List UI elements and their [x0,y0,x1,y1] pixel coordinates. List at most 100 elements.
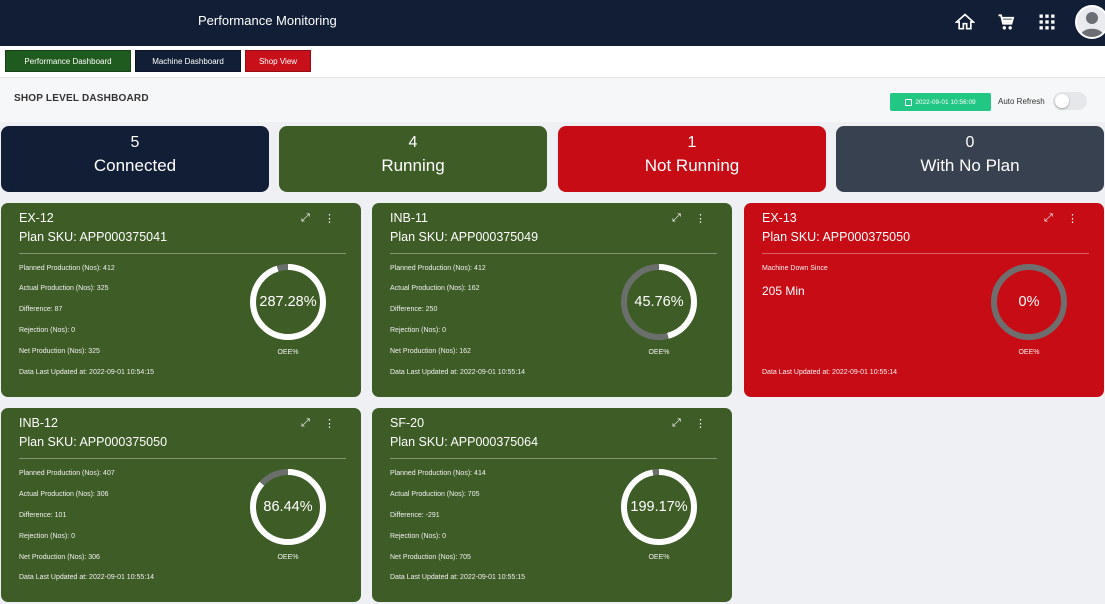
tab-shop-view[interactable]: Shop View [245,50,311,72]
planned-production: Planned Production (Nos): 407 [19,470,115,477]
summary-card-running: 4 Running [279,126,547,192]
expand-icon[interactable]: ⤢ [672,212,681,224]
summary-card-connected: 5 Connected [1,126,269,192]
tab-machine-dashboard[interactable]: Machine Dashboard [135,50,241,72]
machine-down-value: 205 Min [762,284,805,298]
card-divider [762,253,1089,254]
summary-card-no-plan: 0 With No Plan [836,126,1104,192]
machine-sku: Plan SKU: APP000375064 [390,435,539,449]
summary-count: 1 [687,134,697,151]
last-updated: Data Last Updated at: 2022-09-01 10:55:1… [390,369,526,376]
expand-icon[interactable]: ⤢ [1044,212,1053,224]
machine-name: INB-12 [19,416,58,430]
machine-card-inb-11: INB-11 Plan SKU: APP000375049 ⤢ ⋮ Planne… [372,203,732,397]
machine-name: SF-20 [390,416,425,430]
actual-production: Actual Production (Nos): 325 [19,285,109,292]
net-production: Net Production (Nos): 705 [390,554,471,561]
calendar-icon [905,98,913,106]
expand-icon[interactable]: ⤢ [301,417,310,429]
machine-name: EX-13 [762,211,797,225]
machine-sku: Plan SKU: APP000375050 [762,230,911,244]
difference: Difference: 250 [390,306,438,313]
oee-ring [250,469,326,545]
oee-value: 287.28% [259,294,317,310]
auto-refresh-label: Auto Refresh [998,97,1045,106]
oee-label: OEE% [648,554,670,561]
net-production: Net Production (Nos): 325 [19,348,100,355]
oee-ring [621,469,697,545]
app-title: Performance Monitoring [198,13,337,28]
card-divider [19,253,346,254]
expand-icon[interactable]: ⤢ [301,212,310,224]
rejection: Rejection (Nos): 0 [19,327,76,334]
rejection: Rejection (Nos): 0 [390,533,447,540]
date-badge-text: 2022-09-01 10:56:09 [915,98,976,106]
machine-sku: Plan SKU: APP000375049 [390,230,539,244]
oee-value: 199.17% [630,499,688,515]
oee-ring [991,264,1067,340]
rejection: Rejection (Nos): 0 [19,533,76,540]
page-title: SHOP LEVEL DASHBOARD [14,93,149,104]
machine-card-inb-12: INB-12 Plan SKU: APP000375050 ⤢ ⋮ Planne… [1,408,361,602]
summary-label: Connected [93,156,177,175]
oee-label: OEE% [277,349,299,356]
cart-icon[interactable] [994,10,1018,34]
more-options-icon[interactable]: ⋮ [324,418,335,430]
oee-ring [621,264,697,340]
more-options-icon[interactable]: ⋮ [695,213,706,225]
card-divider [19,458,346,459]
summary-count: 4 [408,134,418,151]
home-icon[interactable] [953,10,977,34]
rejection: Rejection (Nos): 0 [390,327,447,334]
actual-production: Actual Production (Nos): 705 [390,491,480,498]
summary-label: Running [381,156,445,175]
tab-performance-dashboard[interactable]: Performance Dashboard [5,50,131,72]
difference: Difference: -291 [390,512,440,519]
user-avatar-icon[interactable] [1075,5,1105,39]
net-production: Net Production (Nos): 162 [390,348,471,355]
oee-ring [250,264,326,340]
machine-card-sf-20: SF-20 Plan SKU: APP000375064 ⤢ ⋮ Planned… [372,408,732,602]
date-badge[interactable]: 2022-09-01 10:56:09 [890,93,991,111]
machine-name: INB-11 [390,211,428,225]
auto-refresh-toggle[interactable] [1053,92,1087,110]
last-updated: Data Last Updated at: 2022-09-01 10:55:1… [762,369,898,376]
more-options-icon[interactable]: ⋮ [324,213,335,225]
net-production: Net Production (Nos): 306 [19,554,100,561]
summary-card-not-running: 1 Not Running [558,126,826,192]
summary-count: 0 [965,134,975,151]
top-bar: Performance Monitoring [0,0,1105,46]
planned-production: Planned Production (Nos): 414 [390,470,486,477]
planned-production: Planned Production (Nos): 412 [19,265,115,272]
summary-count: 5 [130,134,140,151]
more-options-icon[interactable]: ⋮ [1067,213,1078,225]
planned-production: Planned Production (Nos): 412 [390,265,486,272]
oee-label: OEE% [648,349,670,356]
machine-card-ex-13: EX-13 Plan SKU: APP000375050 ⤢ ⋮ Machine… [744,203,1104,397]
card-divider [390,253,717,254]
last-updated: Data Last Updated at: 2022-09-01 10:55:1… [390,574,526,581]
oee-label: OEE% [277,554,299,561]
machine-card-ex-12: EX-12 Plan SKU: APP000375041 ⤢ ⋮ Planned… [1,203,361,397]
oee-value: 45.76% [634,294,684,310]
last-updated: Data Last Updated at: 2022-09-01 10:55:1… [19,574,155,581]
apps-grid-icon[interactable] [1035,10,1059,34]
machine-name: EX-12 [19,211,54,225]
oee-label: OEE% [1018,349,1040,356]
expand-icon[interactable]: ⤢ [672,417,681,429]
tab-strip: Performance Dashboard Machine Dashboard … [0,46,1105,78]
more-options-icon[interactable]: ⋮ [695,418,706,430]
difference: Difference: 101 [19,512,67,519]
actual-production: Actual Production (Nos): 162 [390,285,480,292]
oee-value: 86.44% [263,499,313,515]
last-updated: Data Last Updated at: 2022-09-01 10:54:1… [19,369,155,376]
summary-label: Not Running [644,156,740,175]
machine-sku: Plan SKU: APP000375050 [19,435,168,449]
machine-sku: Plan SKU: APP000375041 [19,230,168,244]
difference: Difference: 87 [19,306,63,313]
actual-production: Actual Production (Nos): 306 [19,491,109,498]
machine-down-label: Machine Down Since [762,265,828,272]
oee-value: 0% [1018,294,1040,310]
summary-label: With No Plan [920,156,1020,175]
card-divider [390,458,717,459]
